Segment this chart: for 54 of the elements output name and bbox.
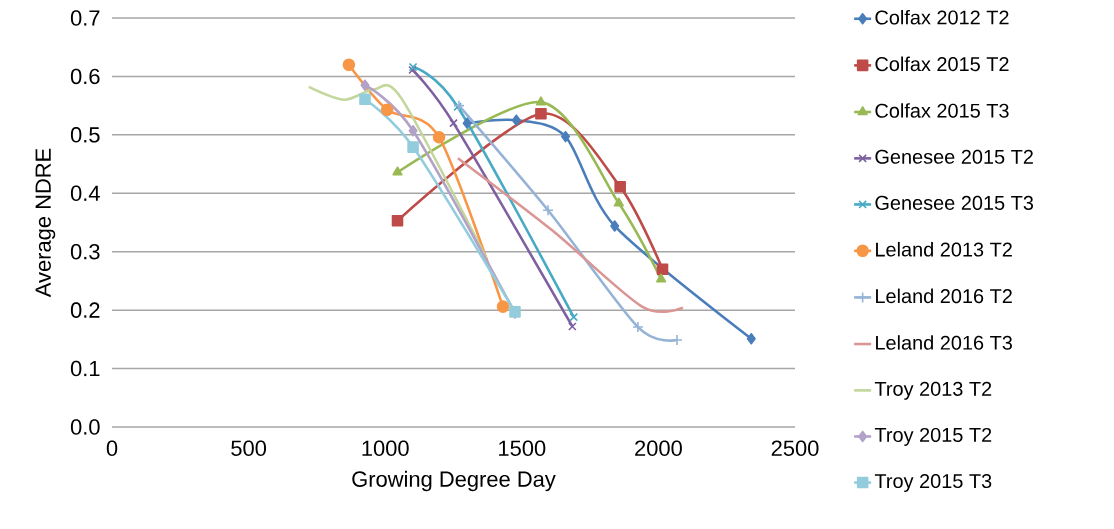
legend-label: Troy 2015 T2 xyxy=(874,427,992,446)
point xyxy=(392,166,403,176)
point xyxy=(391,214,404,227)
point xyxy=(407,141,419,153)
x-tick-label: 0 xyxy=(106,440,118,456)
x-axis-title: Growing Degree Day xyxy=(352,470,556,492)
x-tick-label: 2500 xyxy=(771,440,819,456)
x-tick-label: 1000 xyxy=(362,440,409,456)
point xyxy=(542,204,554,216)
point xyxy=(569,312,579,322)
point xyxy=(610,220,620,232)
y-tick-label: 0.0 xyxy=(70,419,100,435)
point xyxy=(462,117,472,129)
point xyxy=(671,334,683,346)
y-tick-label: 0.1 xyxy=(70,360,100,377)
point xyxy=(560,130,571,143)
point xyxy=(342,58,356,72)
point xyxy=(632,321,644,333)
point xyxy=(496,300,510,313)
point xyxy=(568,322,577,331)
point xyxy=(360,79,370,91)
point xyxy=(449,118,458,128)
y-tick-label: 0.6 xyxy=(70,68,100,85)
point xyxy=(380,103,394,116)
legend-label: Leland 2016 T2 xyxy=(876,288,1012,304)
y-tick-label: 0.7 xyxy=(70,10,100,26)
x-tick-label: 1500 xyxy=(499,440,546,456)
point xyxy=(613,197,624,207)
legend-label: Colfax 2012 T2 xyxy=(875,9,1009,25)
legend-label: Troy 2013 T2 xyxy=(874,381,992,400)
point xyxy=(408,124,418,137)
legend-label: Colfax 2015 T2 xyxy=(875,56,1009,72)
point xyxy=(535,96,547,106)
y-axis-title: Average NDRE xyxy=(35,148,56,298)
y-tick-label: 0.3 xyxy=(70,243,100,260)
legend-label: Colfax 2015 T3 xyxy=(875,103,1009,118)
legend-label: Leland 2013 T2 xyxy=(876,241,1012,257)
point xyxy=(656,273,667,283)
legend-label: Genesee 2015 T3 xyxy=(875,195,1034,210)
x-tick-label: 2000 xyxy=(635,440,682,456)
point xyxy=(614,181,626,193)
point xyxy=(511,114,521,127)
legend-label: Troy 2015 T3 xyxy=(874,473,992,493)
y-tick-label: 0.4 xyxy=(70,185,100,202)
y-tick-label: 0.5 xyxy=(70,127,100,143)
legend-label: Genesee 2015 T2 xyxy=(875,149,1033,164)
point xyxy=(535,108,547,120)
point xyxy=(359,93,371,105)
point xyxy=(746,332,756,345)
legend-label: Leland 2016 T3 xyxy=(876,335,1012,350)
point xyxy=(656,263,669,276)
y-tick-label: 0.2 xyxy=(70,302,100,318)
point xyxy=(432,130,446,144)
x-tick-label: 500 xyxy=(231,440,267,456)
